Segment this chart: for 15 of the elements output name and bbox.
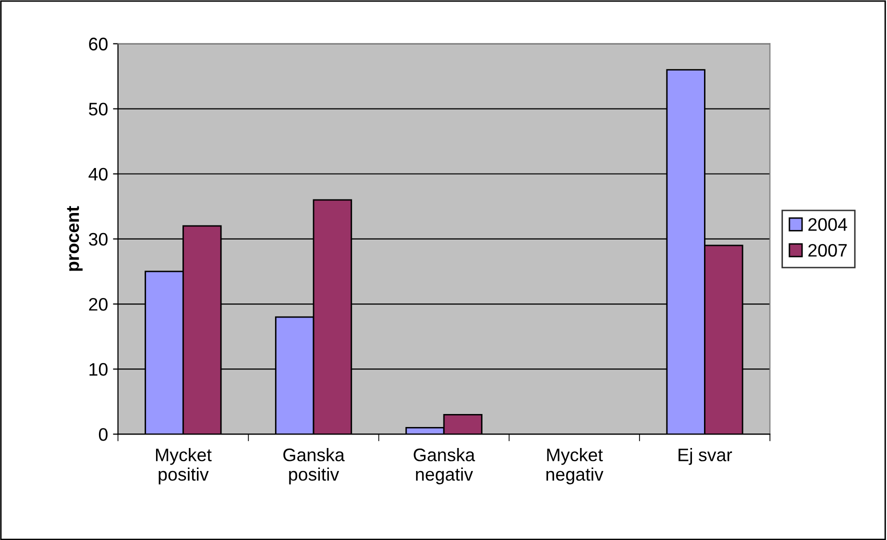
x-tick-label: Ganska negativ [414,448,476,484]
y-tick-label: 30 [88,232,108,246]
x-tick-label: Ganska positiv [283,448,345,484]
y-tick-label: 0 [98,428,108,441]
x-tick-label: Mycket negativ [546,448,604,484]
y-tick-label: 60 [89,38,108,50]
y-axis-title: procent [67,206,83,271]
y-tick-label: 40 [88,168,108,181]
y-tick-label: 20 [89,298,108,311]
legend-label: 2007 [808,244,847,257]
x-tick-label: Mycket positiv [156,448,212,484]
y-tick-label: 10 [90,363,108,376]
y-tick-label: 50 [88,102,108,116]
legend-label: 2004 [808,218,848,231]
x-tick-label: Ej svar [678,448,732,465]
